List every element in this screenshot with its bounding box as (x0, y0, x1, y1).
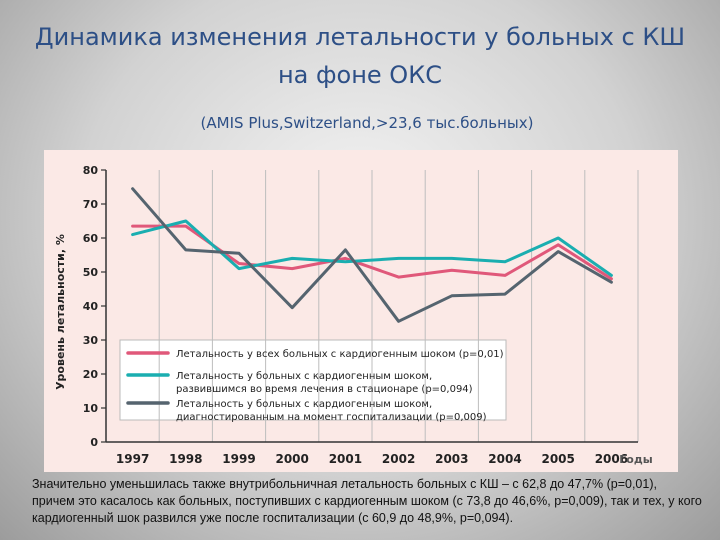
x-axis-label: Годы (619, 453, 652, 466)
slide-title-line-2: на фоне ОКС (277, 61, 442, 89)
slide-title-line-1: Динамика изменения летальности у больных… (34, 23, 686, 51)
legend-label-admitted: диагностированным на момент госпитализац… (176, 412, 487, 423)
x-tick-label: 1998 (169, 452, 202, 466)
y-tick-label: 40 (83, 300, 99, 313)
caption-text: Значительно уменьшилась также внутриболь… (32, 477, 702, 525)
legend-label-developed: Летальность у больных с кардиогенным шок… (176, 371, 432, 382)
x-tick-label: 1997 (116, 452, 149, 466)
x-tick-label: 2004 (488, 452, 521, 466)
series-line-admitted (131, 187, 613, 323)
slide-subtitle: (AMIS Plus,Switzerland,>23,6 тыс.больных… (200, 114, 534, 132)
x-tick-label: 2001 (329, 452, 362, 466)
y-tick-label: 60 (83, 232, 99, 245)
legend-label-admitted: Летальность у больных с кардиогенным шок… (176, 399, 432, 410)
y-axis-label: Уровень летальности, % (54, 234, 67, 390)
x-tick-labels: 1997 1998 1999 2000 2001 2002 2003 2004 2005 2006 (116, 452, 628, 466)
x-tick-label: 1999 (222, 452, 255, 466)
y-tick-label: 0 (90, 436, 98, 449)
x-tick-label: 2000 (275, 452, 308, 466)
legend-label-developed: развившимся во время лечения в стационар… (176, 384, 473, 395)
y-tick-label: 20 (83, 368, 99, 381)
x-tick-label: 2003 (435, 452, 468, 466)
x-tick-label: 2006 (595, 452, 628, 466)
y-tick-label: 10 (83, 402, 99, 415)
x-tick-label: 2002 (382, 452, 415, 466)
grid-lines (158, 170, 639, 442)
y-tick-labels: 0 10 20 30 40 50 60 70 80 (83, 164, 106, 449)
y-tick-label: 80 (83, 164, 99, 177)
x-tick-label: 2005 (541, 452, 574, 466)
y-tick-label: 70 (83, 198, 99, 211)
y-tick-label: 50 (83, 266, 99, 279)
y-tick-label: 30 (83, 334, 99, 347)
mortality-line-chart: 0 10 20 30 40 50 60 70 80 1997 1998 1999 2000 2001 20… (54, 164, 653, 466)
legend-label-all: Летальность у всех больных с кардиогенны… (176, 349, 504, 360)
legend: Летальность у всех больных с кардиогенны… (126, 349, 504, 423)
legend-box (119, 339, 507, 421)
series-lines (131, 187, 613, 323)
series-line-developed (131, 219, 613, 277)
chart-panel: 0 10 20 30 40 50 60 70 80 1997 1998 1999 2000 2001 20… (44, 150, 678, 472)
slide-title: Динамика изменения летальности у больных… (0, 18, 720, 94)
